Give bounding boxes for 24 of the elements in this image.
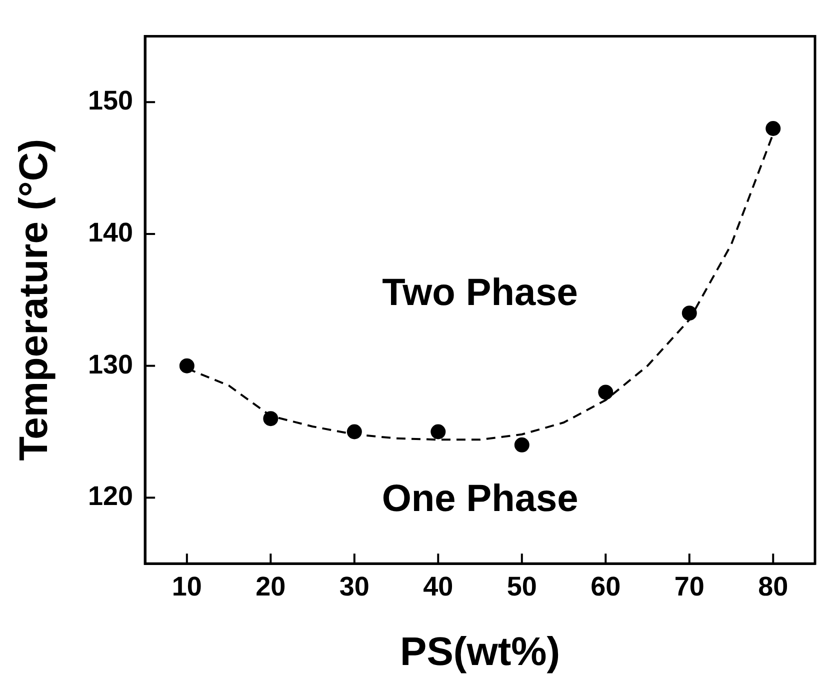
point — [682, 306, 697, 321]
y-axis-title: Temperature (°C) — [12, 138, 56, 461]
point — [346, 424, 362, 440]
x-tick-label: 40 — [423, 571, 454, 602]
point — [766, 120, 781, 136]
point — [598, 384, 614, 400]
x-tick-label: 80 — [758, 571, 788, 602]
x-tick-label: 30 — [339, 571, 370, 602]
point — [514, 437, 530, 452]
x-tick-label: 20 — [256, 571, 286, 602]
y-tick-label: 120 — [88, 481, 134, 512]
y-tick-label: 140 — [88, 217, 134, 248]
point — [179, 358, 194, 374]
x-tick-label: 70 — [674, 571, 704, 602]
y-tick-label: 130 — [88, 349, 134, 380]
x-tick-label: 60 — [590, 571, 621, 602]
annotation: Two Phase — [382, 272, 578, 314]
x-tick-label: 10 — [172, 571, 202, 602]
y-tick-label: 150 — [88, 86, 134, 116]
x-tick-label: 50 — [506, 571, 537, 602]
point — [263, 411, 278, 426]
point — [430, 424, 446, 440]
annotation: One Phase — [382, 478, 578, 520]
x-axis-title: PS(wt%) — [400, 630, 560, 674]
